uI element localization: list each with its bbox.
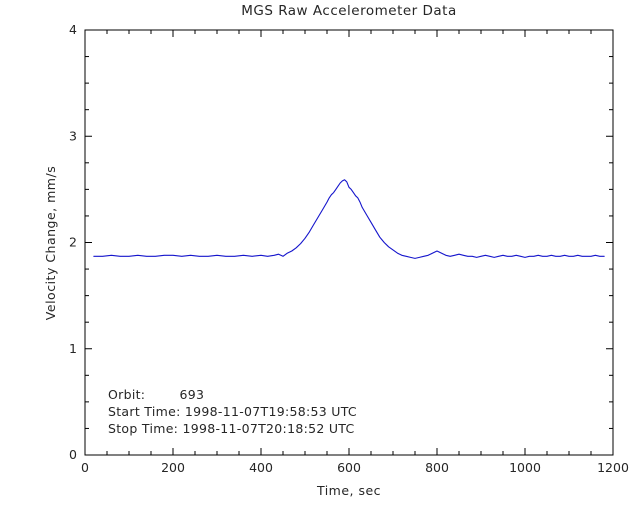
annotation-stop-time: Stop Time: 1998-11-07T20:18:52 UTC xyxy=(108,421,355,436)
tick-label: 1200 xyxy=(597,460,629,475)
tick-label: 400 xyxy=(249,460,273,475)
tick-label: 0 xyxy=(69,447,77,462)
annotation-orbit: Orbit: 693 xyxy=(108,387,204,402)
x-axis-label: Time, sec xyxy=(316,483,381,498)
tick-label: 1 xyxy=(69,341,77,356)
tick-label: 2 xyxy=(69,235,77,250)
annotation-start-time: Start Time: 1998-11-07T19:58:53 UTC xyxy=(108,404,357,419)
tick-label: 0 xyxy=(81,460,89,475)
tick-label: 200 xyxy=(161,460,185,475)
tick-label: 3 xyxy=(69,128,77,143)
data-line xyxy=(93,179,605,259)
tick-label: 600 xyxy=(337,460,361,475)
axes-and-ticks: 0 200 400 600 800 1000 1200 0 1 2 3 4 xyxy=(69,22,629,475)
tick-label: 1000 xyxy=(509,460,541,475)
tick-label: 800 xyxy=(425,460,449,475)
y-axis-label: Velocity Change, mm/s xyxy=(43,166,58,320)
tick-label: 4 xyxy=(69,22,77,37)
chart-title: MGS Raw Accelerometer Data xyxy=(241,3,457,19)
